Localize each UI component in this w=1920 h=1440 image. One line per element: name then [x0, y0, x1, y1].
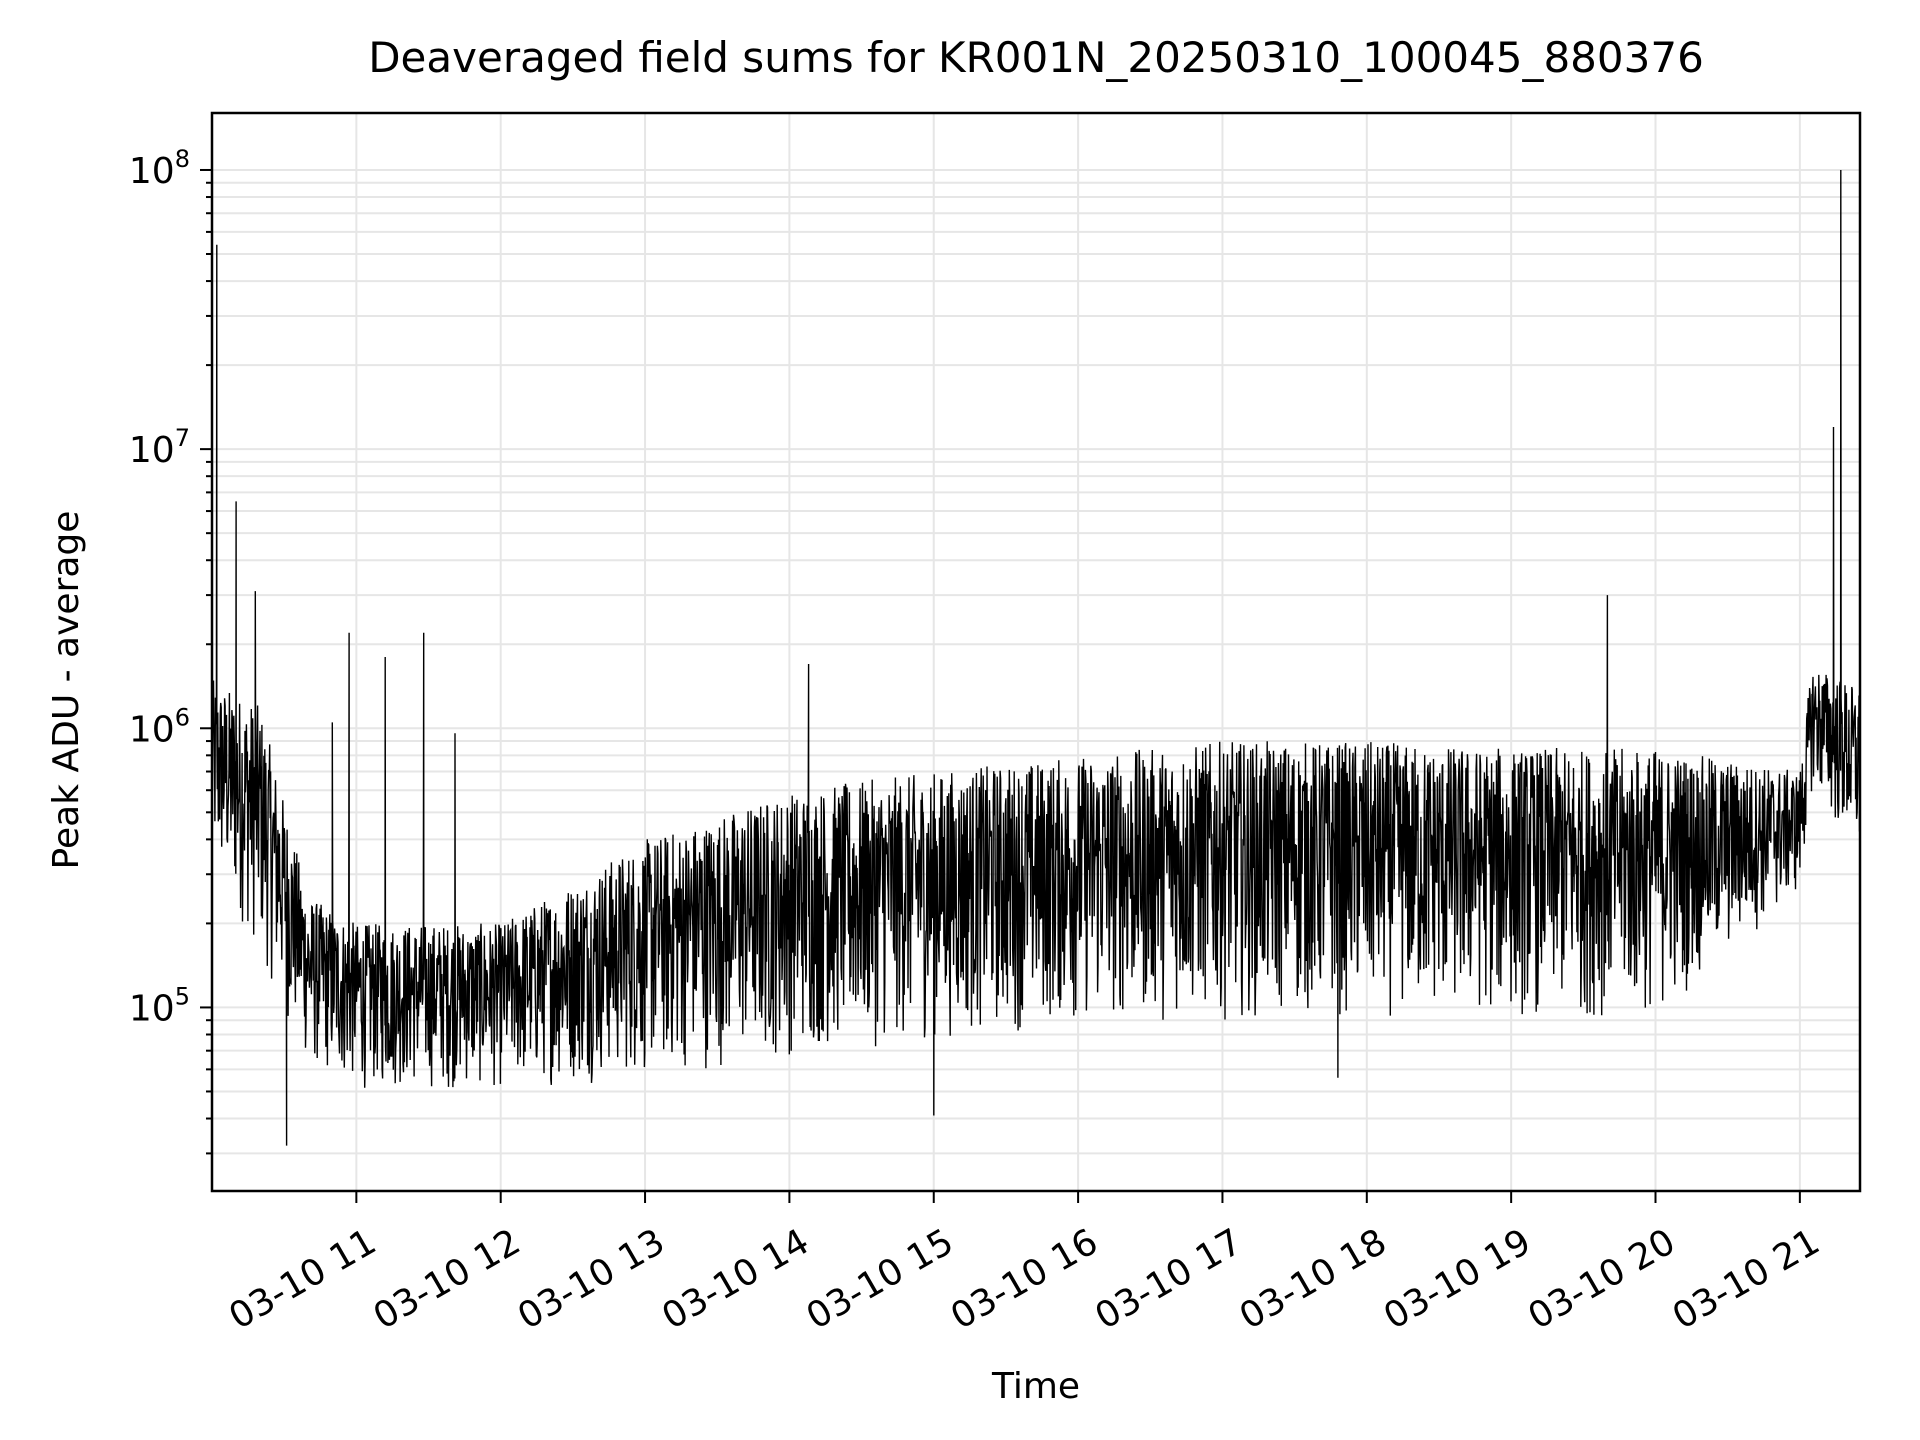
x-tick-label: 03-10 14: [655, 1221, 816, 1337]
x-tick-label: 03-10 15: [800, 1221, 961, 1337]
x-tick-label: 03-10 11: [222, 1221, 383, 1337]
grid: [212, 113, 1860, 1191]
x-tick-label: 03-10 18: [1233, 1221, 1394, 1337]
y-tick-label: 106: [129, 703, 190, 750]
x-tick-label: 03-10 17: [1088, 1221, 1249, 1337]
x-tick-label: 03-10 20: [1522, 1221, 1683, 1337]
series-path: [211, 169, 1861, 1146]
y-tick-label: 107: [129, 424, 190, 471]
x-tick-label: 03-10 12: [367, 1221, 528, 1337]
y-tick-label: 108: [129, 145, 190, 192]
chart-title: Deaveraged field sums for KR001N_2025031…: [368, 33, 1704, 82]
x-tick-label: 03-10 13: [511, 1221, 672, 1337]
x-tick-label: 03-10 21: [1666, 1221, 1827, 1337]
x-axis-label: Time: [991, 1366, 1080, 1407]
series-line: [211, 169, 1861, 1146]
y-axis-ticks: 105 106 107 108: [129, 145, 212, 1155]
y-axis-label: Peak ADU - average: [46, 511, 87, 870]
y-tick-label: 105: [129, 982, 190, 1029]
x-tick-label: 03-10 16: [944, 1221, 1105, 1337]
x-tick-label: 03-10 19: [1377, 1221, 1538, 1337]
plot-area-frame: [210, 111, 1862, 1193]
